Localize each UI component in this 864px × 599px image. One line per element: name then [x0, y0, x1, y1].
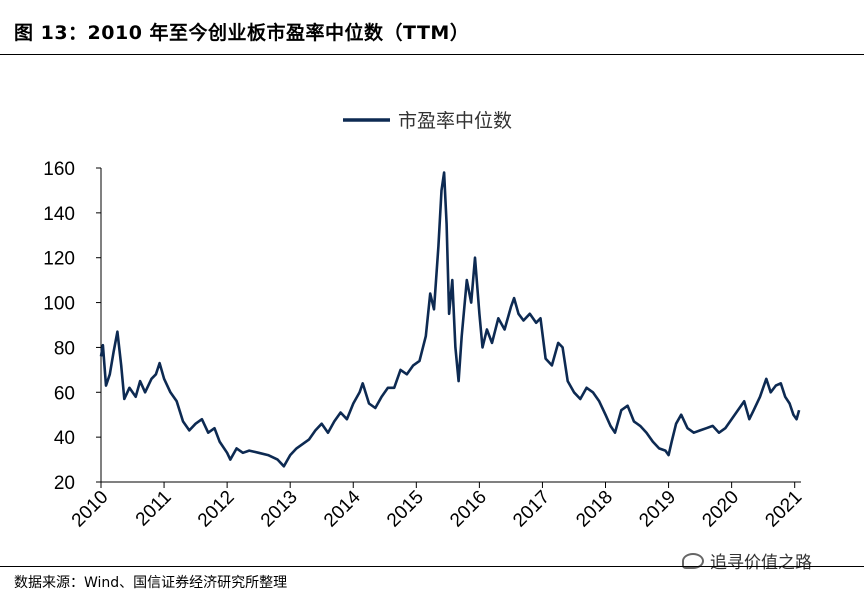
figure-title: 图 13：2010 年至今创业板市盈率中位数（TTM）: [14, 22, 470, 44]
y-tick-labels: 20 40 60 80 100 120 140 160: [43, 159, 75, 494]
x-tick-label: 2018: [572, 487, 617, 532]
x-tick-label: 2013: [257, 487, 302, 532]
x-tick-label: 2012: [194, 487, 239, 532]
y-tick-label: 20: [54, 473, 75, 494]
source-note: 数据来源：Wind、国信证券经济研究所整理: [14, 575, 288, 591]
x-tick-label: 2014: [320, 486, 365, 531]
x-tick-label: 2019: [635, 487, 680, 532]
wechat-icon: [682, 552, 704, 569]
x-tick-label: 2011: [132, 487, 176, 531]
series-line: [99, 171, 801, 468]
axes: [96, 167, 801, 488]
y-tick-label: 140: [43, 204, 75, 225]
y-tick-label: 80: [54, 338, 75, 359]
legend-label: 市盈率中位数: [398, 110, 512, 132]
x-tick-label: 2021: [761, 487, 806, 532]
watermark: 追寻价值之路: [682, 548, 812, 573]
y-tick-label: 60: [54, 383, 75, 404]
y-tick-label: 120: [43, 249, 75, 270]
legend: 市盈率中位数: [343, 110, 512, 132]
x-tick-label: 2015: [383, 487, 428, 532]
x-tick-label: 2020: [698, 487, 743, 532]
title-rule: [0, 54, 864, 55]
x-tick-label: 2017: [509, 487, 554, 532]
watermark-text: 追寻价值之路: [710, 553, 812, 573]
x-tick-labels: 2010 2011 2012 2013 2014 2015 2016 2017 2018 2019…: [68, 486, 806, 531]
y-tick-label: 160: [43, 159, 75, 180]
y-tick-label: 100: [43, 294, 75, 315]
footer-rule: [0, 566, 864, 567]
x-tick-label: 2016: [446, 487, 491, 532]
y-tick-label: 40: [54, 428, 75, 449]
